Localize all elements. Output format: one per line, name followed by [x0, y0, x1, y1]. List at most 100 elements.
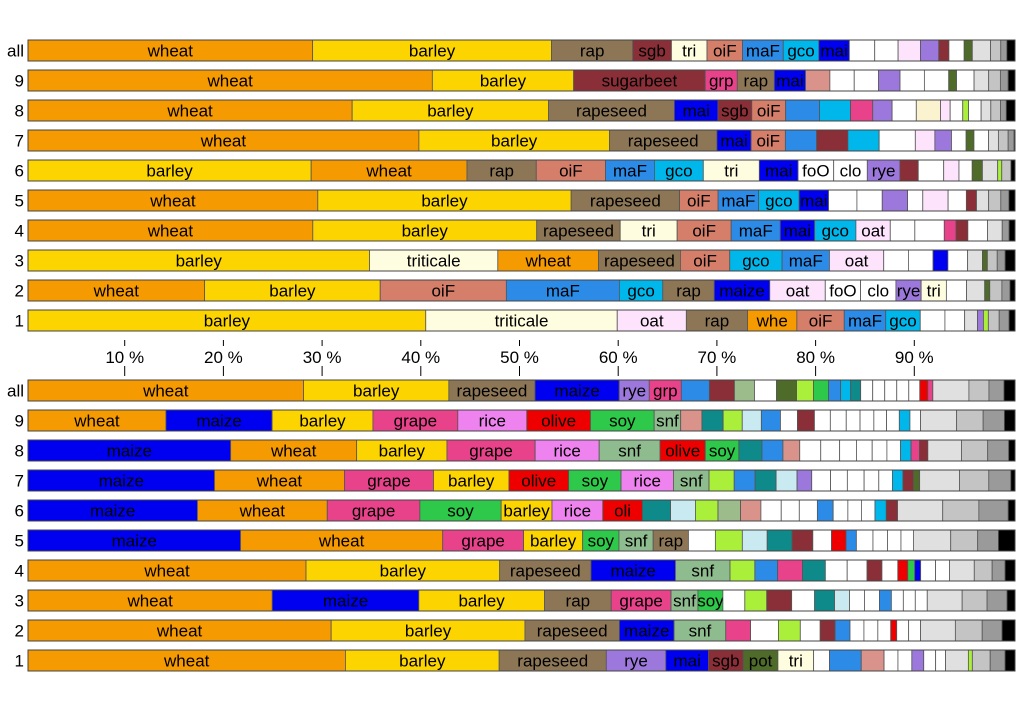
axis-tick-label: 50 % [500, 348, 539, 367]
row-label: 8 [15, 102, 24, 121]
bar-segment [976, 189, 990, 212]
bar-segment [725, 619, 752, 642]
segment-label: oiF [687, 192, 711, 211]
bar-segment [884, 379, 898, 402]
bar-segment [886, 409, 900, 432]
bar-segment [766, 529, 793, 552]
bar-segment [871, 439, 888, 462]
bar-segment [839, 439, 857, 462]
bar-segment [967, 219, 988, 242]
bar-segment [860, 649, 885, 672]
bar-segment [915, 99, 941, 122]
segment-label: maize [90, 502, 135, 521]
bar-segment [920, 559, 936, 582]
bar-row: 3 wheat maize barley rap grape snf soy [15, 589, 1016, 612]
bar-row: 2 wheat barley rapeseed maize snf [15, 619, 1016, 642]
bar-row: 4 wheat barley rapeseed tri oiF maF mai gco oat [15, 219, 1016, 242]
bar-outline [27, 249, 1016, 272]
segment-label: gco [889, 312, 916, 331]
bar-outline [27, 589, 1016, 612]
segment-label: rye [897, 282, 921, 301]
segment-label: rap [705, 312, 730, 331]
bar-segment [776, 379, 797, 402]
bar-segment [738, 439, 763, 462]
segment-label: gco [822, 222, 849, 241]
bar-segment [785, 99, 820, 122]
bar-segment [1007, 69, 1016, 92]
bar-segment [805, 69, 831, 92]
segment-label: pot [749, 652, 773, 671]
bar-segment [938, 39, 950, 62]
segment-label: mai [820, 42, 847, 61]
bar-segment [920, 619, 956, 642]
segment-label: rapeseed [604, 252, 675, 271]
bar-segment [986, 249, 998, 272]
bar-segment [1007, 129, 1015, 152]
row-label: 8 [15, 442, 24, 461]
segment-label: foO [802, 162, 829, 181]
row-label: 7 [15, 472, 24, 491]
segment-label: barley [503, 502, 550, 521]
segment-label: tri [789, 652, 803, 671]
segment-label: barley [146, 162, 193, 181]
bar-segment [943, 219, 957, 242]
segment-label: rye [624, 652, 648, 671]
segment-label: sgb [638, 42, 665, 61]
row-label: 3 [15, 592, 24, 611]
bar-segment [741, 409, 762, 432]
bar-segment [999, 69, 1009, 92]
bar-segment [775, 469, 798, 492]
bar-segment [914, 589, 928, 612]
bar-segment [896, 619, 910, 642]
bar-segment [813, 379, 830, 402]
bar-row: 4 wheat barley rapeseed maize snf [15, 559, 1016, 582]
segment-label: olive [665, 442, 700, 461]
bar-segment [847, 499, 862, 522]
segment-label: wheat [147, 222, 194, 241]
bar-segment [832, 499, 849, 522]
bar-segment [834, 589, 850, 612]
bar-segment [874, 39, 899, 62]
segment-label: snf [625, 532, 648, 551]
segment-label: grp [709, 72, 734, 91]
segment-label: grape [394, 412, 437, 431]
bar-row: 9 wheat barley sugarbeet grp rap mai [15, 69, 1016, 92]
segment-label: rapeseed [576, 102, 647, 121]
row-label: all [7, 42, 24, 61]
axis-tick-label: 90 % [895, 348, 934, 367]
segment-label: barley [491, 132, 538, 151]
segment-label: grp [653, 382, 678, 401]
bar-segment [988, 129, 999, 152]
bar-segment [919, 309, 946, 332]
segment-label: barley [480, 72, 527, 91]
segment-label: clo [840, 162, 862, 181]
segment-label: barley [299, 412, 346, 431]
bar-segment [990, 39, 1002, 62]
bar-segment [886, 439, 901, 462]
segment-label: maF [546, 282, 580, 301]
segment-label: maize [107, 442, 152, 461]
bar-segment [834, 619, 851, 642]
bar-segment [1000, 39, 1008, 62]
bar-segment [898, 409, 911, 432]
segment-label: oat [786, 282, 810, 301]
bar-segment [919, 439, 929, 462]
segment-label: mai [776, 72, 803, 91]
segment-label: oat [845, 252, 869, 271]
bar-segment [914, 129, 936, 152]
segment-label: wheat [239, 502, 286, 521]
segment-label: oiF [757, 102, 781, 121]
bar-segment [1004, 559, 1016, 582]
bar-segment [872, 99, 893, 122]
bar-segment [899, 159, 919, 182]
bar-segment [820, 439, 841, 462]
segment-label: sgb [712, 652, 739, 671]
segment-label: wheat [524, 252, 571, 271]
segment-label: maF [746, 42, 780, 61]
bar-segment [670, 499, 696, 522]
bar-outline [27, 219, 1016, 242]
bar-segment [954, 619, 983, 642]
bar-segment [965, 189, 977, 212]
bar-segment [766, 589, 793, 612]
segment-label: wheat [143, 562, 190, 581]
